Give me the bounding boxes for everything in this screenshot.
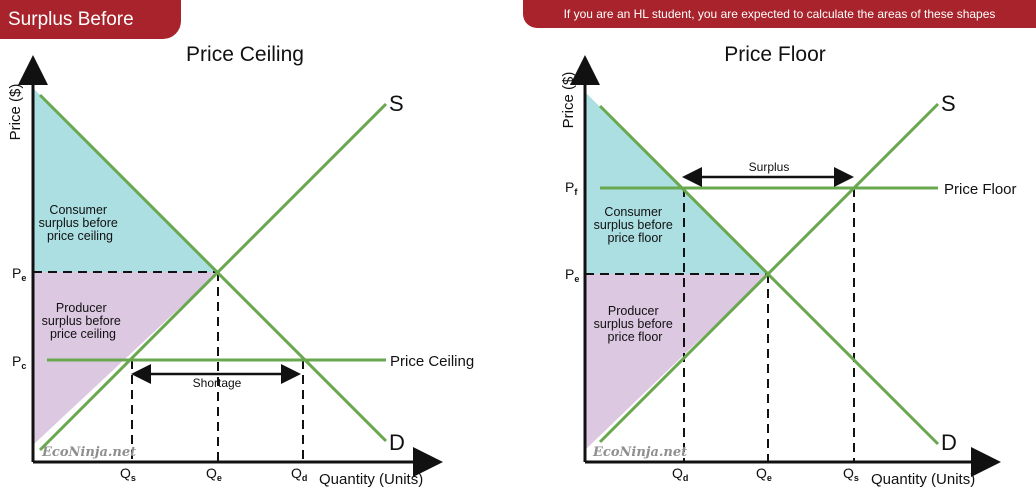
supply-label: S bbox=[941, 91, 956, 116]
tick-pe: Pe bbox=[565, 266, 579, 284]
tick-pf: Pf bbox=[565, 179, 578, 197]
tick-qd: Qd bbox=[291, 465, 307, 483]
header-banner-surplus-before: Surplus Before bbox=[0, 0, 181, 39]
tick-qs: Qs bbox=[843, 465, 859, 483]
tick-qs: Qs bbox=[120, 465, 136, 483]
banner-right-text: If you are an HL student, you are expect… bbox=[563, 7, 996, 21]
producer-surplus-label: Producer surplus before price ceiling bbox=[42, 301, 125, 341]
price-ceiling-diagram: Price Ceiling Price ($) Quantity (Units)… bbox=[7, 43, 474, 488]
ceiling-title: Price Ceiling bbox=[186, 43, 304, 66]
price-floor-label: Price Floor bbox=[944, 181, 1017, 198]
econinja-watermark: EcoNinja.net bbox=[592, 445, 687, 460]
tick-pc: Pc bbox=[12, 353, 26, 371]
shortage-label: Shortage bbox=[193, 376, 242, 390]
supply-curve bbox=[38, 102, 388, 452]
consumer-surplus-label: Consumer surplus before price floor bbox=[594, 205, 677, 245]
demand-curve bbox=[38, 93, 388, 443]
y-axis-label: Price ($) bbox=[560, 72, 577, 129]
y-axis-label: Price ($) bbox=[7, 84, 24, 141]
hl-note-banner: If you are an HL student, you are expect… bbox=[523, 0, 1036, 28]
supply-label: S bbox=[389, 91, 404, 116]
demand-label: D bbox=[389, 430, 405, 455]
tick-pe: Pe bbox=[12, 265, 26, 283]
banner-left-text: Surplus Before bbox=[8, 8, 134, 30]
tick-qe: Qe bbox=[206, 465, 222, 483]
econinja-watermark: EcoNinja.net bbox=[41, 445, 136, 460]
supply-curve bbox=[598, 102, 940, 444]
price-floor-diagram: Price Floor Price ($) Quantity (Units) S… bbox=[560, 43, 1017, 488]
x-axis-label: Quantity (Units) bbox=[871, 471, 975, 488]
consumer-surplus-label: Consumer surplus before price ceiling bbox=[39, 203, 122, 243]
floor-title: Price Floor bbox=[724, 43, 826, 66]
surplus-label: Surplus bbox=[749, 160, 790, 174]
tick-qd: Qd bbox=[672, 465, 688, 483]
price-ceiling-label: Price Ceiling bbox=[390, 353, 474, 370]
x-axis-label: Quantity (Units) bbox=[319, 471, 423, 488]
demand-label: D bbox=[941, 430, 957, 455]
tick-qe: Qe bbox=[756, 465, 772, 483]
producer-surplus-label: Producer surplus before price floor bbox=[594, 304, 677, 344]
